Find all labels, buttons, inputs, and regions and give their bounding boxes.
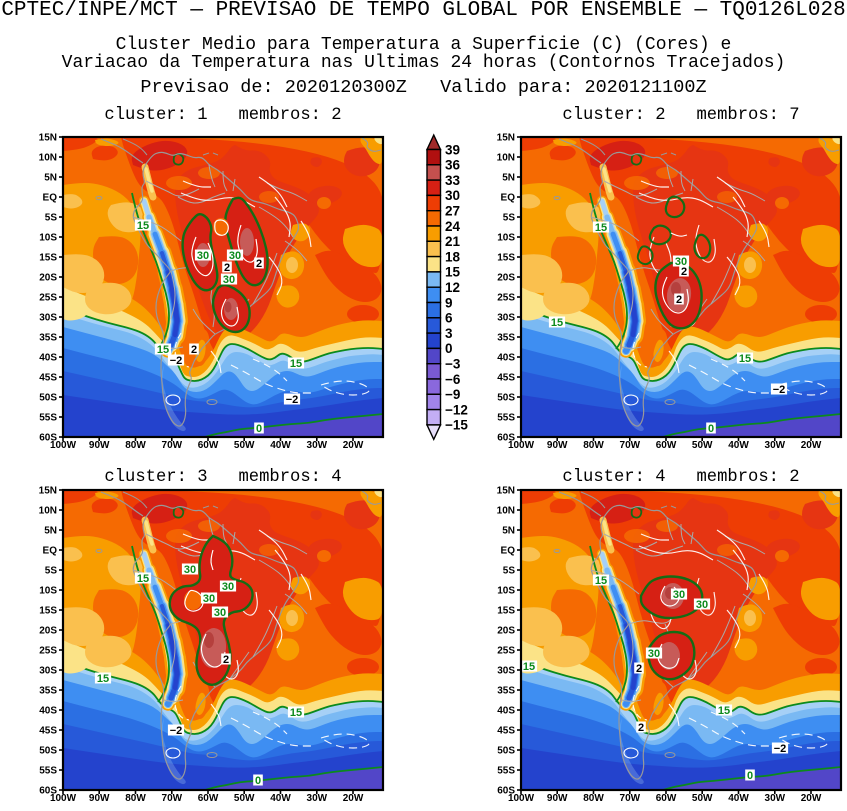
svg-text:15: 15 [595,575,607,587]
svg-text:30: 30 [222,581,234,593]
svg-text:30: 30 [445,188,460,203]
svg-text:30: 30 [675,256,687,268]
svg-text:−3: −3 [445,357,461,372]
svg-text:2: 2 [676,294,682,306]
svg-text:−2: −2 [774,743,787,755]
svg-text:15: 15 [290,707,302,719]
svg-text:30: 30 [197,250,209,262]
svg-text:30: 30 [673,589,685,601]
svg-text:15: 15 [523,661,535,673]
svg-text:6: 6 [445,311,453,326]
svg-text:15: 15 [551,317,563,329]
svg-text:2: 2 [223,654,229,666]
svg-text:21: 21 [445,234,461,249]
svg-text:15: 15 [718,705,730,717]
svg-text:0: 0 [747,770,753,782]
svg-text:36: 36 [445,158,461,173]
svg-text:15: 15 [739,353,751,365]
svg-text:30: 30 [184,564,196,576]
svg-text:0: 0 [256,423,262,435]
svg-text:2: 2 [191,344,197,356]
svg-text:9: 9 [445,295,453,310]
svg-text:0: 0 [445,341,453,356]
svg-text:−2: −2 [170,725,183,737]
svg-text:2: 2 [681,266,687,278]
svg-text:15: 15 [445,265,461,280]
svg-text:3: 3 [445,326,453,341]
svg-text:−2: −2 [170,355,183,367]
svg-text:39: 39 [445,142,460,157]
svg-text:0: 0 [708,423,714,435]
svg-text:15: 15 [97,673,109,685]
svg-text:24: 24 [445,219,461,234]
svg-text:18: 18 [445,249,461,264]
svg-text:−15: −15 [445,418,468,433]
svg-text:30: 30 [223,274,235,286]
svg-text:−12: −12 [445,402,468,417]
svg-text:15: 15 [595,222,607,234]
svg-text:27: 27 [445,204,460,219]
svg-text:−6: −6 [445,372,461,387]
svg-text:15: 15 [137,573,149,585]
svg-text:2: 2 [638,722,644,734]
svg-text:30: 30 [229,250,241,262]
svg-text:30: 30 [648,648,660,660]
svg-text:15: 15 [157,344,169,356]
svg-text:15: 15 [290,358,302,370]
svg-text:15: 15 [137,220,149,232]
svg-text:30: 30 [203,593,215,605]
svg-text:−9: −9 [445,387,460,402]
svg-text:2: 2 [224,262,230,274]
svg-text:30: 30 [214,607,226,619]
svg-text:2: 2 [636,663,642,675]
svg-text:33: 33 [445,173,461,188]
svg-text:12: 12 [445,280,460,295]
svg-text:30: 30 [696,599,708,611]
svg-text:0: 0 [255,775,261,787]
svg-text:−2: −2 [773,384,786,396]
svg-text:2: 2 [256,258,262,270]
svg-text:−2: −2 [286,394,299,406]
